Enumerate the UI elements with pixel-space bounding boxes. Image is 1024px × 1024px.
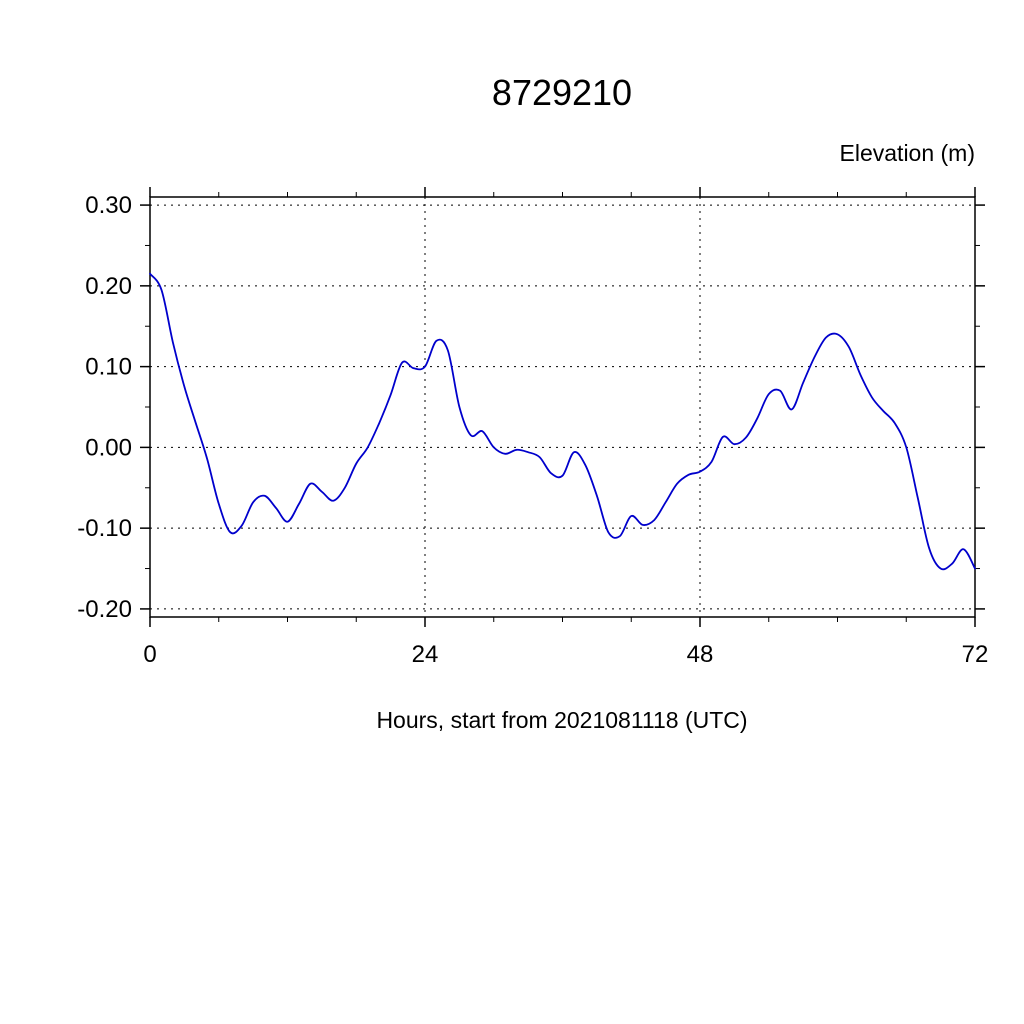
y-tick-label: -0.20 [77, 596, 132, 623]
tide-line [149, 272, 976, 571]
chart-title: 8729210 [492, 72, 632, 113]
x-tick-label: 0 [143, 641, 156, 668]
plot-frame [149, 196, 976, 618]
y-tick-label: 0.20 [85, 273, 132, 300]
x-axis-label: Hours, start from 2021081118 (UTC) [376, 707, 747, 733]
x-tick-label: 72 [962, 641, 989, 668]
y-axis-label: Elevation (m) [840, 140, 975, 166]
y-tick-labels: 0.30 0.20 0.10 0.00 -0.10 -0.20 [77, 192, 132, 623]
x-tick-label: 24 [412, 641, 439, 668]
x-tick-labels: 0 24 48 72 [143, 641, 988, 668]
axis-minor-ticks [145, 192, 980, 622]
y-tick-label: 0.30 [85, 192, 132, 219]
grid-lines [150, 197, 975, 617]
y-tick-label: -0.10 [77, 515, 132, 542]
x-tick-label: 48 [687, 641, 714, 668]
axis-major-ticks [140, 187, 985, 627]
y-tick-label: 0.00 [85, 434, 132, 461]
y-tick-label: 0.10 [85, 354, 132, 381]
